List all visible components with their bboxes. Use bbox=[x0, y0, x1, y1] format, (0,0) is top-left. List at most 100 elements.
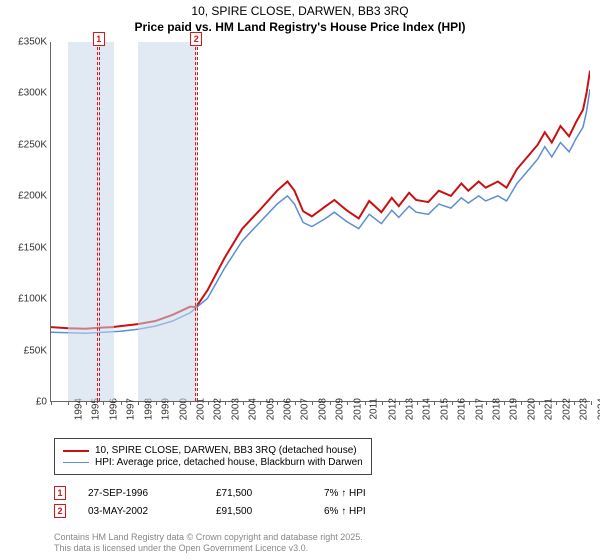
sale-marker-band bbox=[195, 42, 198, 401]
x-tick-mark bbox=[295, 401, 296, 405]
x-tick-mark bbox=[103, 401, 104, 405]
x-tick-mark bbox=[138, 401, 139, 405]
x-tick-label: 2023 bbox=[578, 398, 589, 420]
sales-table: 1 27-SEP-1996£71,5007% ↑ HPI 2 03-MAY-2002£… bbox=[54, 484, 366, 520]
sales-row: 2 03-MAY-2002£91,5006% ↑ HPI bbox=[54, 502, 366, 520]
title-block: 10, SPIRE CLOSE, DARWEN, BB3 3RQ Price p… bbox=[0, 0, 600, 35]
legend-row-hpi: HPI: Average price, detached house, Blac… bbox=[63, 457, 363, 468]
footer-line2: This data is licensed under the Open Gov… bbox=[54, 543, 363, 554]
sales-date: 27-SEP-1996 bbox=[88, 488, 216, 499]
legend-label-price-paid: 10, SPIRE CLOSE, DARWEN, BB3 3RQ (detach… bbox=[95, 445, 357, 456]
sale-marker-box: 2 bbox=[190, 32, 202, 46]
legend-row-price-paid: 10, SPIRE CLOSE, DARWEN, BB3 3RQ (detach… bbox=[63, 445, 363, 456]
x-tick-label: 2003 bbox=[230, 398, 241, 420]
x-tick-label: 1997 bbox=[126, 398, 137, 420]
y-tick-label: £100K bbox=[3, 294, 47, 305]
x-tick-label: 1996 bbox=[108, 398, 119, 420]
x-tick-label: 2005 bbox=[265, 398, 276, 420]
y-tick-label: £150K bbox=[3, 242, 47, 253]
sales-price: £71,500 bbox=[216, 488, 324, 499]
legend-swatch-hpi bbox=[63, 462, 89, 463]
x-tick-label: 2021 bbox=[544, 398, 555, 420]
sales-date: 03-MAY-2002 bbox=[88, 506, 216, 517]
x-tick-mark bbox=[417, 401, 418, 405]
x-tick-label: 2015 bbox=[439, 398, 450, 420]
x-tick-mark bbox=[365, 401, 366, 405]
sale-marker-box: 1 bbox=[93, 32, 105, 46]
sales-marker-box: 1 bbox=[54, 486, 66, 500]
x-tick-label: 2004 bbox=[247, 398, 258, 420]
x-tick-mark bbox=[190, 401, 191, 405]
x-tick-mark bbox=[539, 401, 540, 405]
x-tick-mark bbox=[469, 401, 470, 405]
x-tick-label: 1999 bbox=[160, 398, 171, 420]
y-tick-label: £250K bbox=[3, 139, 47, 150]
footer-attribution: Contains HM Land Registry data © Crown c… bbox=[54, 532, 363, 555]
x-tick-label: 2016 bbox=[456, 398, 467, 420]
x-tick-label: 2009 bbox=[335, 398, 346, 420]
x-tick-mark bbox=[504, 401, 505, 405]
x-tick-mark bbox=[121, 401, 122, 405]
x-tick-label: 2000 bbox=[178, 398, 189, 420]
shaded-band bbox=[68, 42, 113, 401]
x-tick-label: 2002 bbox=[213, 398, 224, 420]
x-tick-mark bbox=[260, 401, 261, 405]
x-tick-mark bbox=[173, 401, 174, 405]
legend-box: 10, SPIRE CLOSE, DARWEN, BB3 3RQ (detach… bbox=[54, 438, 372, 475]
sales-row: 1 27-SEP-1996£71,5007% ↑ HPI bbox=[54, 484, 366, 502]
series-line-hpi bbox=[51, 89, 590, 333]
x-tick-mark bbox=[382, 401, 383, 405]
x-tick-label: 2001 bbox=[195, 398, 206, 420]
x-tick-mark bbox=[347, 401, 348, 405]
x-tick-mark bbox=[225, 401, 226, 405]
x-tick-label: 2022 bbox=[561, 398, 572, 420]
x-tick-mark bbox=[330, 401, 331, 405]
title-subtitle: Price paid vs. HM Land Registry's House … bbox=[0, 20, 600, 36]
x-tick-label: 2013 bbox=[404, 398, 415, 420]
x-tick-label: 2014 bbox=[422, 398, 433, 420]
x-tick-label: 2010 bbox=[352, 398, 363, 420]
legend-swatch-price-paid bbox=[63, 450, 89, 452]
x-tick-label: 2020 bbox=[526, 398, 537, 420]
x-tick-mark bbox=[156, 401, 157, 405]
x-tick-mark bbox=[521, 401, 522, 405]
legend-label-hpi: HPI: Average price, detached house, Blac… bbox=[95, 457, 363, 468]
x-tick-mark bbox=[277, 401, 278, 405]
y-tick-label: £300K bbox=[3, 88, 47, 99]
sales-price: £91,500 bbox=[216, 506, 324, 517]
x-tick-mark bbox=[208, 401, 209, 405]
x-tick-label: 2007 bbox=[300, 398, 311, 420]
x-tick-mark bbox=[312, 401, 313, 405]
y-tick-label: £350K bbox=[3, 37, 47, 48]
x-tick-mark bbox=[591, 401, 592, 405]
x-tick-label: 2024 bbox=[596, 398, 600, 420]
sales-delta: 6% ↑ HPI bbox=[324, 506, 366, 517]
sales-delta: 7% ↑ HPI bbox=[324, 488, 366, 499]
x-tick-label: 2011 bbox=[369, 398, 380, 420]
chart-plot-area: £0£50K£100K£150K£200K£250K£300K£350K1994… bbox=[50, 42, 590, 402]
title-address: 10, SPIRE CLOSE, DARWEN, BB3 3RQ bbox=[0, 4, 600, 20]
sale-marker-band bbox=[97, 42, 100, 401]
footer-line1: Contains HM Land Registry data © Crown c… bbox=[54, 532, 363, 543]
shaded-band bbox=[138, 42, 197, 401]
x-tick-mark bbox=[452, 401, 453, 405]
x-tick-label: 2008 bbox=[317, 398, 328, 420]
y-tick-label: £0 bbox=[3, 397, 47, 408]
x-tick-mark bbox=[86, 401, 87, 405]
x-tick-label: 2017 bbox=[474, 398, 485, 420]
x-tick-label: 2019 bbox=[509, 398, 520, 420]
sales-marker-box: 2 bbox=[54, 504, 66, 518]
x-tick-label: 2018 bbox=[491, 398, 502, 420]
chart-lines-svg bbox=[51, 42, 590, 401]
x-tick-label: 1995 bbox=[91, 398, 102, 420]
chart-container: 10, SPIRE CLOSE, DARWEN, BB3 3RQ Price p… bbox=[0, 0, 600, 560]
x-tick-mark bbox=[434, 401, 435, 405]
x-tick-mark bbox=[51, 401, 52, 405]
x-tick-mark bbox=[68, 401, 69, 405]
x-tick-label: 2006 bbox=[282, 398, 293, 420]
x-tick-label: 2012 bbox=[387, 398, 398, 420]
x-tick-mark bbox=[399, 401, 400, 405]
x-tick-mark bbox=[486, 401, 487, 405]
series-line-price_paid bbox=[51, 71, 590, 329]
y-tick-label: £50K bbox=[3, 345, 47, 356]
